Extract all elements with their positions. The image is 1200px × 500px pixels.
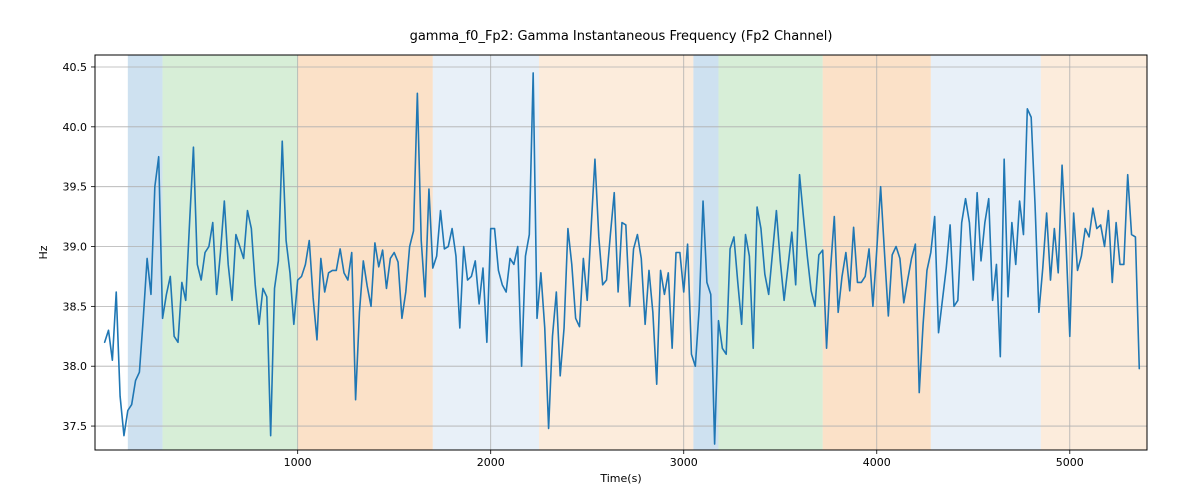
line-chart: 1000 2000 3000 4000 5000 37.5 38.0 38.5 39.0 39.5… [0, 0, 1200, 500]
band [163, 55, 298, 450]
x-tick-label: 2000 [477, 456, 505, 469]
band [298, 55, 433, 450]
x-tick-label: 5000 [1056, 456, 1084, 469]
chart-container: 1000 2000 3000 4000 5000 37.5 38.0 38.5 39.0 39.5… [0, 0, 1200, 500]
y-tick-label: 40.5 [63, 61, 88, 74]
band [128, 55, 163, 450]
y-tick-label: 40.0 [63, 121, 88, 134]
y-tick-label: 38.5 [63, 300, 88, 313]
y-tick-label: 37.5 [63, 420, 88, 433]
x-tick-label: 3000 [670, 456, 698, 469]
band [433, 55, 539, 450]
y-tick-label: 39.5 [63, 181, 88, 194]
x-axis-label: Time(s) [599, 472, 641, 485]
x-tick-label: 4000 [863, 456, 891, 469]
y-axis-label: Hz [37, 245, 50, 259]
background-bands [128, 55, 1147, 450]
y-tick-label: 39.0 [63, 241, 88, 254]
chart-title: gamma_f0_Fp2: Gamma Instantaneous Freque… [410, 29, 833, 44]
x-tick-label: 1000 [284, 456, 312, 469]
y-tick-label: 38.0 [63, 360, 88, 373]
